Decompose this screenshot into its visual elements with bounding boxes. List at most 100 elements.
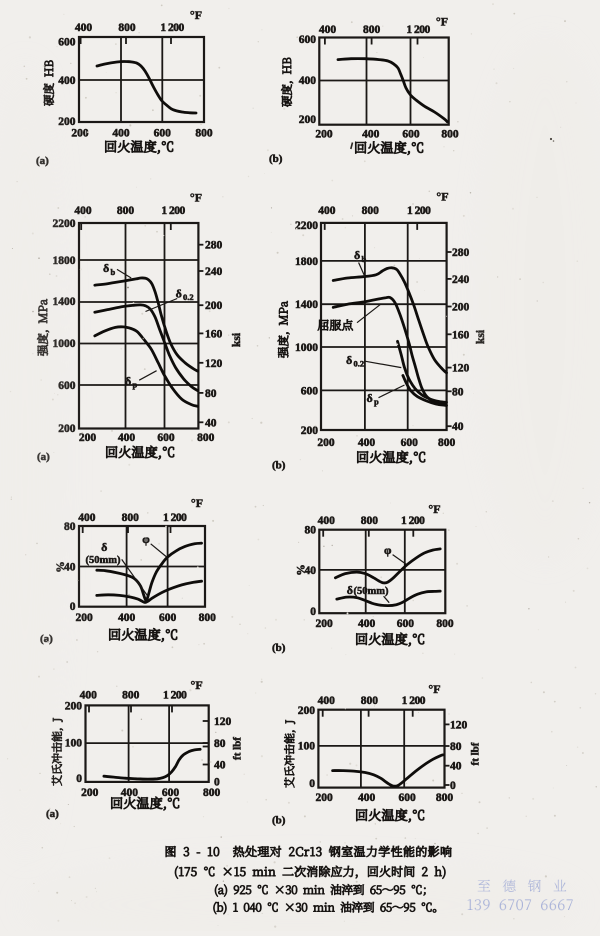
svg-text:80: 80: [205, 388, 217, 400]
svg-text:φ: φ: [384, 543, 392, 557]
svg-text:φ: φ: [142, 532, 150, 546]
svg-text:400: 400: [118, 612, 136, 624]
svg-text:400: 400: [121, 787, 139, 799]
svg-text:200: 200: [58, 116, 76, 128]
svg-text:800: 800: [122, 690, 140, 702]
svg-text:600: 600: [159, 612, 177, 624]
svg-text:100: 100: [65, 738, 83, 750]
svg-text:40: 40: [214, 760, 226, 772]
svg-text:1800: 1800: [53, 255, 76, 267]
svg-text:(b): (b): [269, 153, 283, 165]
svg-text:b: b: [111, 267, 116, 277]
svg-text:°F: °F: [428, 682, 440, 696]
svg-text:200: 200: [298, 705, 316, 717]
svg-text:b: b: [362, 254, 367, 264]
svg-text:400: 400: [78, 512, 96, 524]
svg-text:200: 200: [452, 302, 470, 314]
svg-text:800: 800: [363, 24, 381, 36]
svg-text:80: 80: [450, 741, 462, 753]
svg-text:°F: °F: [436, 190, 448, 204]
svg-text:800: 800: [361, 515, 379, 527]
svg-text:600: 600: [154, 128, 172, 140]
svg-text:0: 0: [310, 606, 316, 618]
svg-text:600: 600: [402, 129, 420, 141]
svg-text:°F: °F: [191, 496, 203, 510]
svg-text:0: 0: [70, 601, 76, 613]
svg-text:400: 400: [318, 205, 336, 217]
svg-text:200: 200: [299, 114, 317, 126]
svg-text:400: 400: [358, 618, 376, 630]
svg-text:120: 120: [452, 363, 470, 375]
svg-text:800: 800: [197, 432, 215, 444]
svg-text:40: 40: [452, 421, 464, 433]
svg-text:(50mm): (50mm): [354, 586, 389, 597]
svg-text:200: 200: [81, 787, 99, 799]
svg-text:0.2: 0.2: [183, 292, 194, 302]
svg-text:2200: 2200: [295, 220, 318, 232]
svg-text:(b): (b): [272, 815, 286, 827]
svg-text:200: 200: [315, 618, 333, 630]
svg-text:1000: 1000: [295, 342, 318, 354]
svg-text:°F: °F: [191, 678, 203, 692]
svg-text:800: 800: [117, 205, 135, 217]
svg-text:800: 800: [118, 22, 136, 34]
svg-text:°F: °F: [190, 191, 202, 205]
svg-text:(b): (b): [272, 460, 286, 472]
svg-text:200: 200: [75, 612, 93, 624]
svg-text:δ: δ: [346, 353, 352, 367]
svg-text:δ: δ: [103, 261, 109, 275]
svg-text:200: 200: [65, 701, 83, 713]
svg-text:280: 280: [452, 247, 470, 259]
svg-text:1800: 1800: [295, 256, 318, 268]
svg-text:%: %: [296, 564, 308, 576]
svg-text:(50mm): (50mm): [86, 555, 121, 566]
svg-text:δ: δ: [354, 248, 360, 262]
svg-text:80: 80: [64, 521, 76, 533]
svg-text:0: 0: [309, 778, 315, 790]
svg-text:600: 600: [299, 34, 317, 46]
svg-text:0: 0: [450, 780, 456, 792]
svg-text:400: 400: [299, 75, 317, 87]
svg-text:200: 200: [79, 432, 97, 444]
svg-text:600: 600: [162, 787, 180, 799]
svg-text:800: 800: [436, 618, 454, 630]
svg-text:(b): (b): [272, 642, 286, 654]
svg-text:p: p: [133, 380, 138, 390]
svg-text:1 200: 1 200: [161, 205, 185, 217]
svg-text:p: p: [374, 397, 379, 407]
svg-text:40: 40: [205, 417, 217, 429]
svg-text:600: 600: [398, 792, 416, 804]
svg-text:200: 200: [205, 300, 223, 312]
svg-text:40: 40: [305, 565, 317, 577]
svg-text:120: 120: [450, 719, 468, 731]
svg-text:°F: °F: [190, 8, 202, 22]
svg-text:40: 40: [450, 761, 462, 773]
svg-text:160: 160: [452, 329, 470, 341]
svg-text:40: 40: [64, 562, 76, 574]
svg-text:°F: °F: [428, 502, 440, 516]
svg-text:400: 400: [80, 690, 98, 702]
svg-text:1 200: 1 200: [402, 695, 426, 707]
svg-text:400: 400: [75, 22, 93, 34]
svg-text:800: 800: [441, 129, 459, 141]
svg-text:ksi: ksi: [231, 332, 243, 347]
svg-text:600: 600: [401, 437, 419, 449]
svg-text:800: 800: [362, 205, 380, 217]
svg-text:(a): (a): [46, 808, 59, 820]
svg-text:100: 100: [298, 741, 316, 753]
svg-text:δ: δ: [101, 540, 107, 554]
svg-text:0: 0: [214, 777, 220, 789]
svg-text:80: 80: [214, 738, 226, 750]
svg-text:200: 200: [301, 425, 319, 437]
svg-text:120: 120: [214, 716, 232, 728]
svg-text:0: 0: [76, 773, 82, 785]
svg-text:1 200: 1 200: [401, 515, 425, 527]
svg-text:1 200: 1 200: [407, 205, 431, 217]
svg-text:400: 400: [58, 75, 76, 87]
svg-text:600: 600: [58, 37, 76, 49]
svg-text:400: 400: [362, 129, 380, 141]
svg-text:200: 200: [317, 437, 335, 449]
svg-text:800: 800: [199, 612, 217, 624]
svg-text:400: 400: [358, 437, 376, 449]
svg-text:1 200: 1 200: [163, 512, 187, 524]
